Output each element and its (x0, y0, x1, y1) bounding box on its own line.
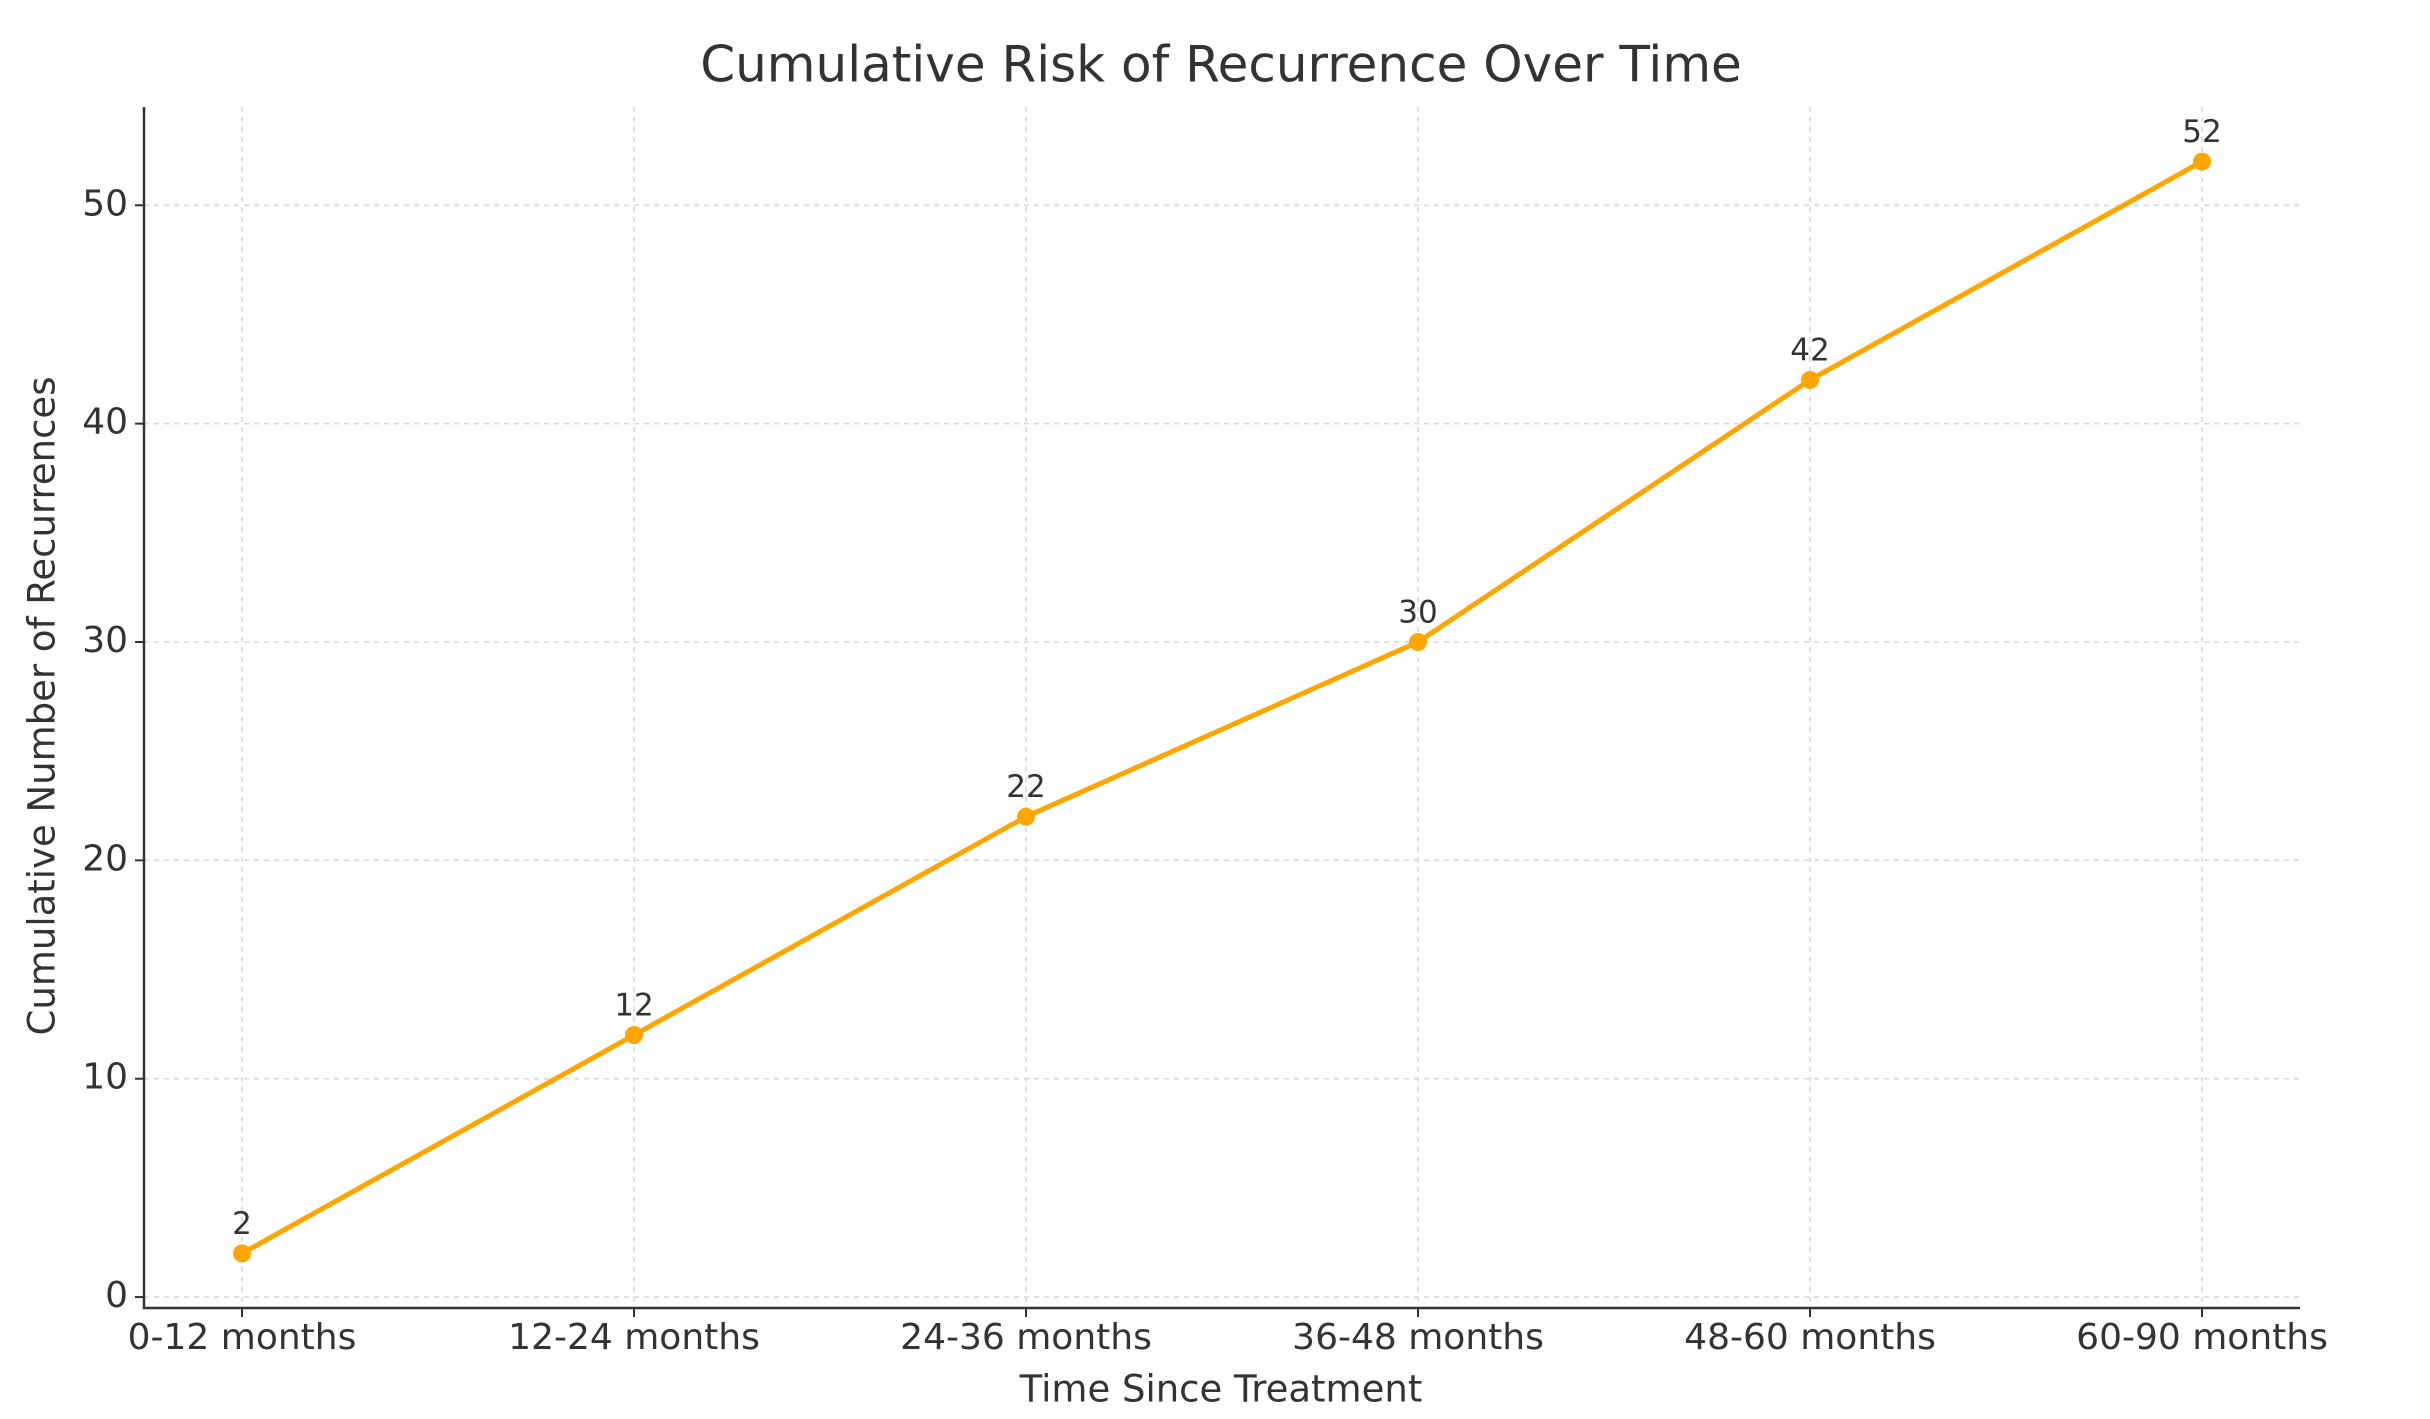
x-tick-label: 24-36 months (900, 1317, 1152, 1358)
data-label: 2 (232, 1206, 252, 1242)
y-tick-label: 0 (105, 1275, 128, 1316)
marker (1801, 370, 1819, 389)
axis (142, 107, 2300, 1310)
marker (233, 1244, 251, 1263)
y-tick-label: 20 (82, 838, 128, 879)
data-label: 12 (614, 988, 653, 1024)
line (240, 159, 2204, 1256)
marker (1017, 807, 1035, 826)
data-label: 22 (1006, 769, 1045, 805)
x-tick-label: 60-90 months (2076, 1317, 2328, 1358)
y-tick-label: 50 (82, 183, 128, 224)
marker (1409, 632, 1427, 651)
y-tick-label: 40 (82, 402, 128, 443)
y-tick-label: 10 (82, 1057, 128, 1098)
x-tick-label: 12-24 months (508, 1317, 760, 1358)
x-tick-label: 48-60 months (1684, 1317, 1936, 1358)
marker (2193, 152, 2211, 171)
x-tick-label: 0-12 months (128, 1317, 357, 1358)
x-tick-label: 36-48 months (1292, 1317, 1544, 1358)
chart-title: Cumulative Risk of Recurrence Over Time (700, 36, 1742, 94)
marker (625, 1026, 643, 1045)
y-tick-label: 30 (82, 620, 128, 661)
y-axis-label: Cumulative Number of Recurrences (21, 377, 64, 1036)
data-label: 30 (1398, 594, 1437, 630)
x-axis-label: Time Since Treatment (1019, 1368, 1423, 1411)
data-label: 42 (1790, 332, 1829, 368)
data-label: 52 (2182, 114, 2221, 150)
